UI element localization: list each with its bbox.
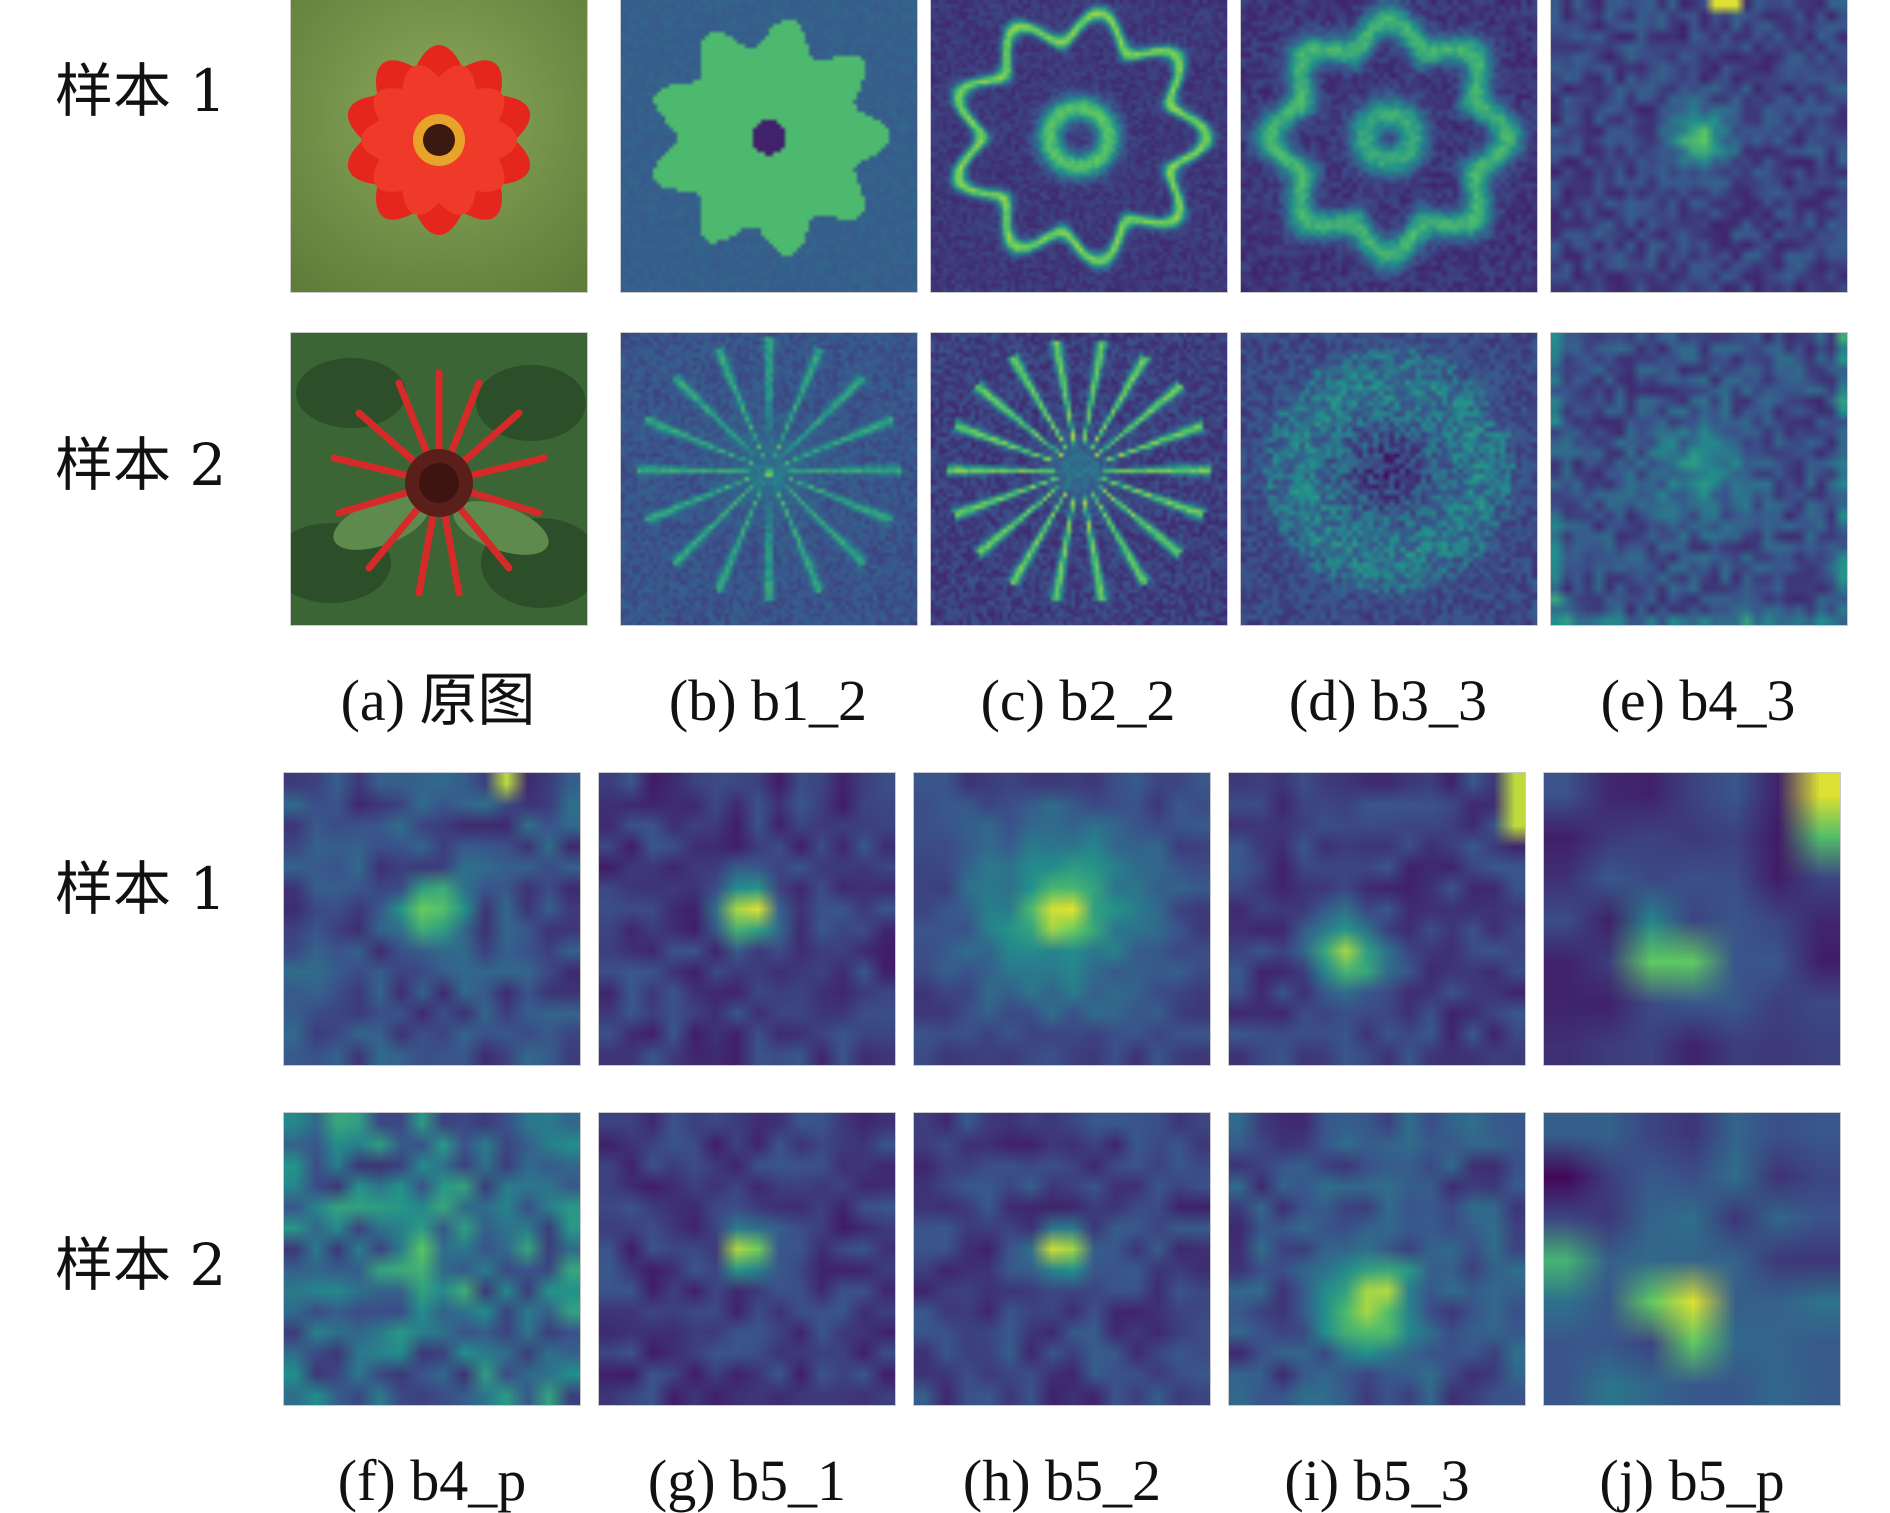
feature-map-b3-3-sample-2 <box>1241 333 1537 625</box>
caption-f: (f) b4_p <box>337 1448 527 1513</box>
caption-b: (b) b1_2 <box>668 668 868 733</box>
feature-map-b3-3-sample-1 <box>1241 0 1537 292</box>
caption-d: (d) b3_3 <box>1288 668 1488 733</box>
feature-map-b5-2-sample-1 <box>914 773 1210 1065</box>
feature-map-b4-p-sample-2 <box>284 1113 580 1405</box>
caption-h: (h) b5_2 <box>962 1448 1162 1513</box>
feature-map-b2-2-sample-1 <box>931 0 1227 292</box>
red-flower-photo-1 <box>291 0 587 292</box>
feature-map-b2-2-sample-2 <box>931 333 1227 625</box>
row-label-sample-1-bottom: 样本 1 <box>55 855 227 923</box>
row-label-sample-1-top: 样本 1 <box>55 57 227 125</box>
caption-c: (c) b2_2 <box>980 668 1176 733</box>
feature-map-b5-3-sample-2 <box>1229 1113 1525 1405</box>
caption-e: (e) b4_3 <box>1600 668 1796 733</box>
row-label-sample-2-top: 样本 2 <box>55 431 227 499</box>
feature-map-b5-1-sample-1 <box>599 773 895 1065</box>
feature-map-b4-3-sample-1 <box>1551 0 1847 292</box>
feature-map-b5-p-sample-2 <box>1544 1113 1840 1405</box>
feature-map-b5-2-sample-2 <box>914 1113 1210 1405</box>
feature-map-b4-p-sample-1 <box>284 773 580 1065</box>
feature-map-b1-2-sample-2 <box>621 333 917 625</box>
photo-sample-2 <box>291 333 587 625</box>
feature-map-b5-p-sample-1 <box>1544 773 1840 1065</box>
caption-a: (a) 原图 <box>340 668 536 733</box>
row-label-sample-2-bottom: 样本 2 <box>55 1231 227 1299</box>
photo-sample-1 <box>291 0 587 292</box>
feature-map-b1-2-sample-1 <box>621 0 917 292</box>
caption-i: (i) b5_3 <box>1284 1448 1470 1513</box>
red-flower-photo-2 <box>291 333 587 625</box>
caption-j: (j) b5_p <box>1599 1448 1785 1513</box>
feature-map-b4-3-sample-2 <box>1551 333 1847 625</box>
feature-map-b5-1-sample-2 <box>599 1113 895 1405</box>
feature-map-b5-3-sample-1 <box>1229 773 1525 1065</box>
caption-g: (g) b5_1 <box>647 1448 847 1513</box>
